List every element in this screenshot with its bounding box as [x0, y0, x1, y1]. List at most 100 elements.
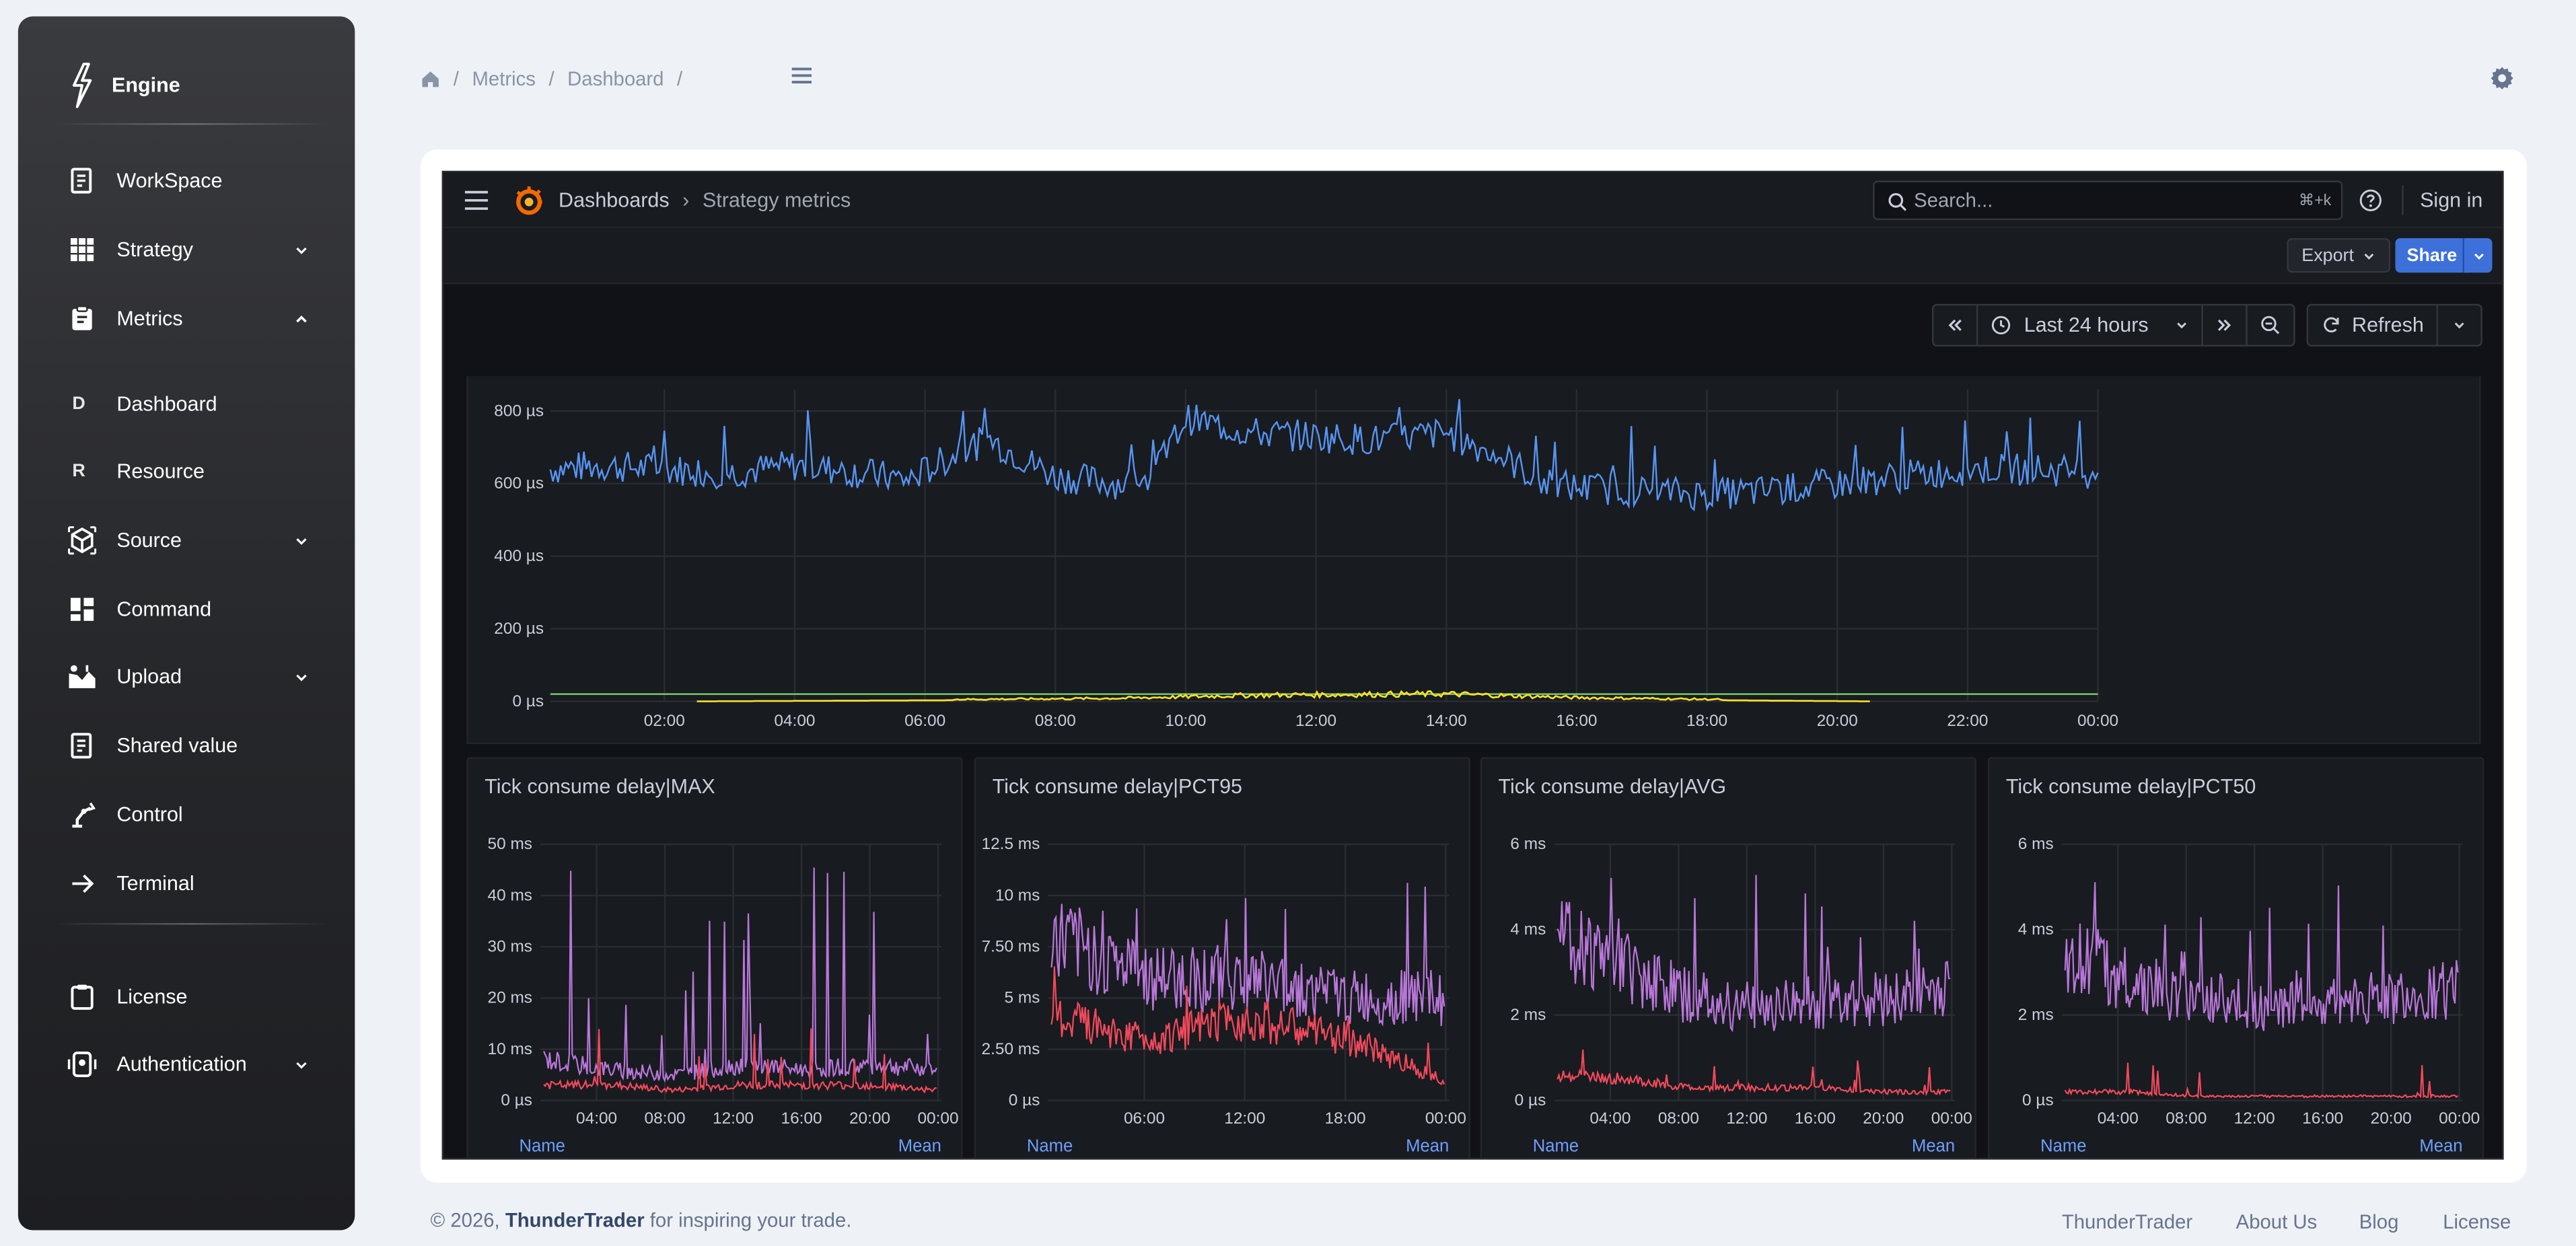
hamburger-icon[interactable] — [463, 190, 489, 210]
panel-title[interactable]: Tick consume delay|PCT50 — [2005, 775, 2256, 799]
sidebar-item-dashboard[interactable]: D Dashboard — [51, 376, 332, 432]
refresh-icon — [2323, 317, 2338, 333]
latency-panel: 0 µs 200 µs 400 µs 600 µs 800 µs 02:00 04:00 06… — [466, 376, 2481, 744]
clipboard-check-icon — [67, 982, 97, 1012]
upload-icon — [67, 662, 97, 692]
panel-title[interactable]: Tick consume delay|MAX — [485, 775, 715, 799]
y-tick-label: 800 µs — [494, 402, 544, 420]
robot-arm-icon — [67, 800, 97, 830]
footer-brand-link[interactable]: ThunderTrader — [505, 1208, 645, 1232]
y-tick-label: 30 ms — [488, 938, 532, 956]
menu-icon[interactable] — [789, 64, 815, 87]
sidebar-item-command[interactable]: Command — [51, 581, 332, 637]
footer-link-about-us[interactable]: About Us — [2235, 1210, 2318, 1234]
refresh-interval-dropdown[interactable] — [2436, 303, 2482, 347]
x-tick-label: 20:00 — [2371, 1109, 2412, 1128]
id-card-icon — [67, 1050, 97, 1079]
y-tick-label: 2 ms — [1510, 1006, 1546, 1024]
gear-icon[interactable] — [2489, 66, 2515, 92]
sidebar-item-metrics[interactable]: Metrics — [51, 291, 332, 346]
series-line — [1557, 875, 1951, 1033]
footer-link-thundertrader[interactable]: ThunderTrader — [2061, 1210, 2193, 1234]
x-tick-label: 00:00 — [1425, 1109, 1466, 1128]
home-icon[interactable] — [421, 69, 440, 89]
zoom-out-button[interactable] — [2246, 303, 2295, 347]
y-tick-label: 12.5 ms — [982, 835, 1040, 853]
grafana-actionbar: Export Share — [443, 228, 2503, 285]
x-tick-label: 08:00 — [645, 1109, 686, 1128]
sidebar-item-label: Shared value — [116, 734, 238, 758]
series-line — [2064, 882, 2459, 1031]
time-range-picker[interactable]: Last 24 hours — [1976, 303, 2203, 347]
breadcrumb-metrics[interactable]: Metrics — [472, 67, 536, 91]
grafana-search[interactable]: ⌘+k — [1873, 180, 2343, 221]
sidebar-item-label: WorkSpace — [116, 169, 223, 192]
sidebar-item-label: Dashboard — [116, 392, 217, 416]
series-line — [1050, 966, 1445, 1086]
x-tick-label: 20:00 — [1863, 1109, 1904, 1128]
search-input[interactable] — [1914, 188, 2276, 212]
legend-mean-header[interactable]: Mean — [1912, 1136, 1956, 1157]
lightning-logo-icon — [72, 63, 92, 108]
grafana-topbar: Dashboards › Strategy metrics ⌘+k Sign i… — [443, 172, 2503, 229]
y-tick-label: 6 ms — [2018, 835, 2054, 853]
panel-tick-max: 0 µs 10 ms 20 ms 30 ms 40 ms 50 ms 04:00 08:00 1… — [466, 757, 963, 1159]
legend-mean-header[interactable]: Mean — [898, 1136, 941, 1157]
help-icon[interactable] — [2359, 189, 2382, 212]
breadcrumb-dashboard[interactable]: Dashboard — [567, 67, 664, 91]
sidebar-item-strategy[interactable]: Strategy — [51, 222, 332, 278]
y-tick-label: 6 ms — [1510, 835, 1546, 853]
sign-in-link[interactable]: Sign in — [2420, 188, 2483, 212]
time-shift-forward-button[interactable] — [2201, 303, 2248, 347]
x-tick-label: 18:00 — [1686, 712, 1727, 730]
clock-icon — [1991, 316, 2011, 335]
sidebar-item-license[interactable]: License — [51, 969, 332, 1025]
sidebar-item-label: Strategy — [116, 237, 194, 262]
share-dropdown-button[interactable] — [2462, 237, 2493, 273]
footer-link-blog[interactable]: Blog — [2359, 1210, 2399, 1234]
brand[interactable]: Engine — [69, 63, 180, 108]
x-tick-label: 16:00 — [1556, 712, 1597, 730]
sidebar-item-source[interactable]: Source — [51, 513, 332, 569]
search-icon — [1888, 192, 1907, 211]
sidebar: Engine WorkSpace Strategy Metrics D Dash… — [17, 16, 355, 1231]
nav-dashboards[interactable]: Dashboards — [559, 188, 670, 212]
sidebar-item-authentication[interactable]: Authentication — [51, 1036, 332, 1092]
share-button[interactable]: Share — [2395, 237, 2469, 273]
sidebar-item-resource[interactable]: R Resource — [51, 443, 332, 499]
sidebar-item-label: Control — [116, 803, 183, 826]
x-tick-label: 00:00 — [1931, 1109, 1972, 1128]
legend-mean-header[interactable]: Mean — [1406, 1136, 1450, 1157]
series-line — [549, 399, 2099, 512]
legend-mean-header[interactable]: Mean — [2419, 1136, 2463, 1157]
legend-name-header[interactable]: Name — [1026, 1136, 1073, 1157]
footer-link-license[interactable]: License — [2443, 1210, 2511, 1234]
export-button[interactable]: Export — [2287, 237, 2390, 273]
sidebar-item-workspace[interactable]: WorkSpace — [51, 153, 332, 209]
legend-name-header[interactable]: Name — [1532, 1136, 1579, 1157]
panel-title[interactable]: Tick consume delay|AVG — [1498, 775, 1727, 799]
y-tick-label: 2.50 ms — [982, 1040, 1040, 1058]
legend-name-header[interactable]: Name — [519, 1136, 565, 1157]
chevron-down-icon — [296, 673, 307, 681]
x-tick-label: 08:00 — [2166, 1109, 2207, 1128]
sidebar-item-terminal[interactable]: Terminal — [51, 856, 332, 912]
time-shift-back-button[interactable] — [1932, 303, 1978, 347]
panel-title[interactable]: Tick consume delay|PCT95 — [992, 775, 1243, 799]
x-tick-label: 00:00 — [917, 1109, 958, 1128]
sidebar-item-control[interactable]: Control — [51, 786, 332, 842]
sidebar-item-upload[interactable]: Upload — [51, 649, 332, 704]
sidebar-item-letter: R — [72, 462, 85, 482]
refresh-button[interactable]: Refresh — [2306, 303, 2438, 347]
tick-pct95-chart: 0 µs 2.50 ms 5 ms 7.50 ms 10 ms 12.5 ms 06:00 1… — [982, 835, 1466, 1128]
legend-name-header[interactable]: Name — [2040, 1136, 2087, 1157]
x-tick-label: 12:00 — [1295, 712, 1336, 730]
sidebar-item-shared-value[interactable]: Shared value — [51, 718, 332, 774]
zoom-out-icon — [2261, 316, 2280, 334]
y-tick-label: 10 ms — [488, 1040, 532, 1058]
breadcrumb-separator: / — [548, 67, 554, 91]
sidebar-item-label: Authentication — [116, 1052, 247, 1076]
breadcrumb-separator: / — [453, 67, 459, 91]
chevron-down-icon — [296, 246, 307, 254]
grafana-logo-icon[interactable] — [513, 184, 546, 217]
